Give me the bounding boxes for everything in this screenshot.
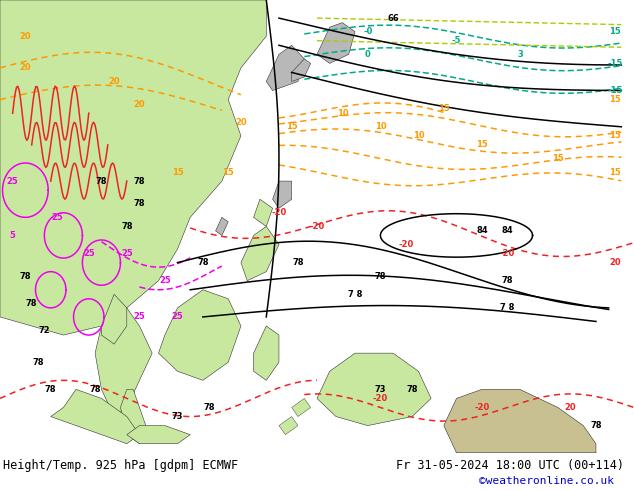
Text: 25: 25 bbox=[83, 249, 94, 258]
Text: 73: 73 bbox=[375, 385, 386, 394]
Text: 73: 73 bbox=[172, 412, 183, 421]
Text: 78: 78 bbox=[375, 271, 386, 281]
Text: -20: -20 bbox=[271, 208, 287, 217]
Text: 15: 15 bbox=[609, 95, 621, 104]
Polygon shape bbox=[51, 390, 139, 444]
Polygon shape bbox=[95, 308, 152, 416]
Polygon shape bbox=[158, 290, 241, 380]
Text: 10: 10 bbox=[337, 109, 348, 118]
Polygon shape bbox=[120, 390, 146, 444]
Text: 25: 25 bbox=[121, 249, 133, 258]
Text: 78: 78 bbox=[26, 299, 37, 308]
Text: 25: 25 bbox=[51, 213, 63, 222]
Text: 78: 78 bbox=[89, 385, 101, 394]
Text: -15: -15 bbox=[607, 59, 623, 68]
Text: 78: 78 bbox=[45, 385, 56, 394]
Polygon shape bbox=[444, 390, 596, 453]
Text: 78: 78 bbox=[590, 421, 602, 430]
Polygon shape bbox=[279, 416, 298, 435]
Text: 78: 78 bbox=[197, 258, 209, 267]
Text: 20: 20 bbox=[134, 99, 145, 109]
Polygon shape bbox=[292, 398, 311, 416]
Text: 78: 78 bbox=[96, 176, 107, 186]
Text: 5: 5 bbox=[10, 231, 16, 240]
Text: 15: 15 bbox=[609, 168, 621, 176]
Text: -20: -20 bbox=[373, 394, 388, 403]
Text: 66: 66 bbox=[387, 14, 399, 23]
Text: 20: 20 bbox=[20, 32, 31, 41]
Text: -20: -20 bbox=[474, 403, 489, 412]
Polygon shape bbox=[317, 353, 431, 426]
Text: -20: -20 bbox=[500, 249, 515, 258]
Text: 78: 78 bbox=[32, 358, 44, 367]
Polygon shape bbox=[254, 326, 279, 380]
Text: -5: -5 bbox=[452, 36, 461, 45]
Text: 15: 15 bbox=[223, 168, 234, 176]
Text: Fr 31-05-2024 18:00 UTC (00+114): Fr 31-05-2024 18:00 UTC (00+114) bbox=[396, 459, 624, 472]
Text: 78: 78 bbox=[406, 385, 418, 394]
Text: 3: 3 bbox=[517, 50, 523, 59]
Text: 15: 15 bbox=[552, 154, 564, 163]
Text: 78: 78 bbox=[134, 176, 145, 186]
Text: 78: 78 bbox=[20, 271, 31, 281]
Polygon shape bbox=[254, 199, 273, 226]
Text: 0: 0 bbox=[365, 50, 371, 59]
Text: 10: 10 bbox=[413, 131, 424, 140]
Text: Height/Temp. 925 hPa [gdpm] ECMWF: Height/Temp. 925 hPa [gdpm] ECMWF bbox=[3, 459, 238, 472]
Text: 78: 78 bbox=[204, 403, 215, 412]
Text: 7 8: 7 8 bbox=[500, 303, 514, 313]
Text: 25: 25 bbox=[134, 313, 145, 321]
Text: 15: 15 bbox=[286, 122, 297, 131]
Text: 25: 25 bbox=[172, 313, 183, 321]
Text: -20: -20 bbox=[309, 222, 325, 231]
Text: ©weatheronline.co.uk: ©weatheronline.co.uk bbox=[479, 475, 614, 486]
Polygon shape bbox=[292, 59, 311, 81]
Text: 15: 15 bbox=[609, 131, 621, 140]
Text: 78: 78 bbox=[121, 222, 133, 231]
Text: 20: 20 bbox=[235, 118, 247, 127]
Polygon shape bbox=[266, 45, 304, 91]
Text: 20: 20 bbox=[108, 77, 120, 86]
Text: -15: -15 bbox=[607, 86, 623, 95]
Text: -0: -0 bbox=[363, 27, 372, 36]
Text: 84: 84 bbox=[476, 226, 488, 235]
Text: 72: 72 bbox=[39, 326, 50, 335]
Polygon shape bbox=[273, 181, 292, 208]
Text: 15: 15 bbox=[438, 104, 450, 113]
Text: 15: 15 bbox=[172, 168, 183, 176]
Text: 20: 20 bbox=[20, 63, 31, 73]
Polygon shape bbox=[216, 218, 228, 235]
Text: 78: 78 bbox=[501, 276, 513, 285]
Text: 25: 25 bbox=[159, 276, 171, 285]
Text: 84: 84 bbox=[501, 226, 513, 235]
Polygon shape bbox=[101, 294, 127, 344]
Text: 20: 20 bbox=[609, 258, 621, 267]
Text: 78: 78 bbox=[292, 258, 304, 267]
Text: 10: 10 bbox=[375, 122, 386, 131]
Polygon shape bbox=[127, 426, 190, 444]
Text: 7 8: 7 8 bbox=[348, 290, 362, 299]
Text: -20: -20 bbox=[398, 240, 413, 249]
Polygon shape bbox=[0, 0, 266, 335]
Polygon shape bbox=[317, 23, 355, 63]
Text: 78: 78 bbox=[134, 199, 145, 208]
Polygon shape bbox=[241, 226, 279, 281]
Text: 25: 25 bbox=[7, 176, 18, 186]
Text: 15: 15 bbox=[476, 140, 488, 149]
Text: 20: 20 bbox=[565, 403, 576, 412]
Text: 15: 15 bbox=[609, 27, 621, 36]
